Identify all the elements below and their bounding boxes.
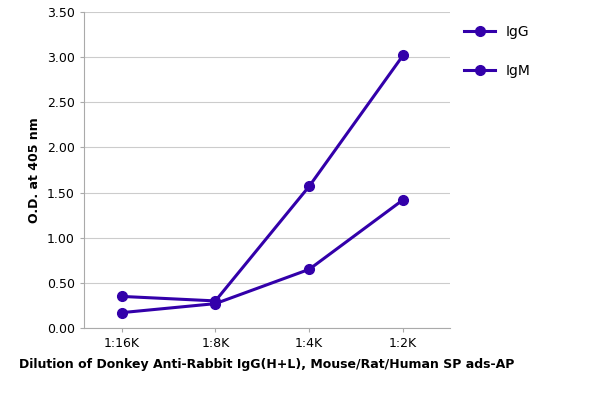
IgG: [212, 298, 219, 303]
IgM: [305, 267, 313, 272]
IgG: [400, 53, 407, 58]
Line: IgM: IgM: [116, 195, 408, 318]
IgM: [212, 301, 219, 306]
X-axis label: Dilution of Donkey Anti-Rabbit IgG(H+L), Mouse/Rat/Human SP ads-AP: Dilution of Donkey Anti-Rabbit IgG(H+L),…: [19, 358, 515, 371]
Y-axis label: O.D. at 405 nm: O.D. at 405 nm: [28, 117, 41, 223]
IgG: [118, 294, 125, 299]
Legend: IgG, IgM: IgG, IgM: [464, 25, 531, 78]
IgG: [305, 184, 313, 189]
Line: IgG: IgG: [116, 50, 408, 306]
IgM: [400, 197, 407, 202]
IgM: [118, 310, 125, 315]
